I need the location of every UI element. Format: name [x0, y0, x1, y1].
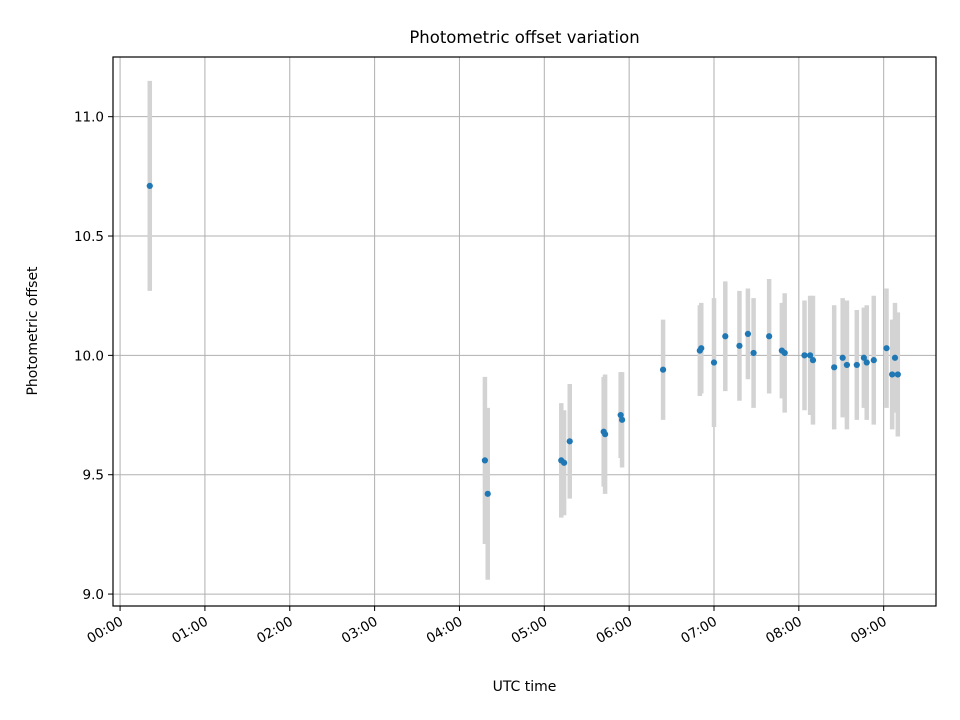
y-tick-label: 9.5	[83, 468, 104, 484]
data-point	[744, 330, 752, 337]
data-point	[809, 357, 817, 364]
x-tick-label: 00:00	[84, 614, 126, 647]
grid	[113, 57, 936, 606]
data-point	[659, 366, 667, 373]
data-point	[736, 342, 743, 349]
data-point	[710, 359, 718, 366]
data-point	[698, 345, 705, 352]
data-point	[843, 361, 851, 369]
error-bars	[147, 80, 901, 580]
data-points	[146, 182, 901, 497]
x-axis-label: UTC time	[493, 679, 557, 695]
data-point	[481, 457, 489, 464]
data-point	[853, 361, 860, 369]
data-point	[602, 431, 609, 438]
y-tick-label: 9.0	[83, 587, 104, 603]
data-point	[618, 416, 626, 423]
data-point	[807, 352, 814, 359]
data-point	[560, 459, 568, 466]
data-point	[894, 371, 901, 378]
data-point	[883, 345, 890, 352]
x-tick-label: 06:00	[593, 614, 635, 647]
data-point	[484, 490, 491, 497]
data-point	[860, 354, 867, 361]
data-point	[566, 438, 573, 445]
x-tick-label: 02:00	[254, 614, 296, 647]
y-tick-label: 11.0	[74, 110, 104, 126]
data-point	[870, 357, 877, 364]
data-point	[801, 352, 808, 359]
data-point	[891, 354, 899, 361]
plot-frame	[112, 56, 937, 607]
data-point	[722, 333, 729, 340]
y-tick-label: 10.0	[74, 348, 104, 364]
data-point	[781, 349, 788, 357]
data-point	[146, 182, 153, 189]
x-tick-label: 04:00	[424, 614, 466, 647]
data-point	[766, 333, 773, 340]
data-point	[617, 411, 624, 419]
data-point	[750, 349, 757, 357]
data-point	[839, 354, 846, 361]
data-point	[863, 359, 870, 366]
data-point	[889, 371, 896, 378]
y-axis-label: Photometric offset	[25, 266, 41, 396]
x-tick-label: 03:00	[339, 614, 381, 647]
x-tick-label: 05:00	[509, 614, 551, 647]
x-tick-label: 01:00	[169, 614, 211, 647]
x-tick-label: 08:00	[763, 614, 805, 647]
x-tick-label: 09:00	[848, 614, 890, 647]
chart-title: Photometric offset variation	[409, 28, 639, 47]
data-point	[831, 364, 838, 371]
y-tick-label: 10.5	[74, 229, 104, 245]
x-tick-label: 07:00	[678, 614, 720, 647]
